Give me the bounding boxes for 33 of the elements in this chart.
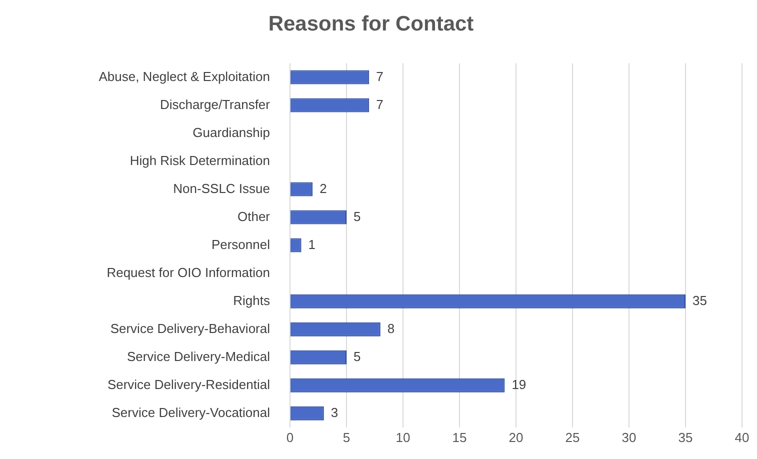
data-label: 19 [512, 376, 526, 392]
x-tick-label: 15 [452, 430, 467, 445]
x-tick-label: 20 [508, 430, 524, 445]
data-label: 8 [387, 320, 395, 336]
y-tick-label: Rights [233, 292, 270, 308]
y-tick-label: Request for OIO Information [106, 264, 270, 280]
y-tick-label: High Risk Determination [130, 152, 270, 168]
x-tick-label: 40 [734, 430, 750, 445]
data-label: 2 [320, 180, 327, 196]
data-label: 7 [376, 96, 384, 112]
y-tick-label: Personnel [211, 236, 270, 252]
data-label: 5 [354, 348, 361, 364]
x-tick-label: 5 [342, 430, 350, 445]
y-tick-label: Abuse, Neglect & Exploitation [98, 68, 270, 84]
data-label: 1 [308, 236, 316, 252]
x-tick-label: 30 [622, 430, 636, 445]
y-tick-label: Service Delivery-Residential [107, 376, 270, 392]
chart-title: Reasons for Contact [268, 12, 474, 36]
y-tick-label: Other [237, 208, 271, 224]
data-label: 5 [354, 208, 361, 224]
x-tick-label: 10 [396, 430, 410, 445]
x-tick-label: 35 [678, 430, 693, 445]
y-tick-label: Guardianship [192, 124, 270, 140]
y-tick-label: Discharge/Transfer [160, 96, 271, 112]
y-tick-label: Non-SSLC Issue [173, 180, 270, 196]
y-tick-label: Service Delivery-Behavioral [110, 320, 270, 336]
y-tick-label: Service Delivery-Medical [126, 348, 270, 364]
x-tick-label: 0 [286, 430, 294, 445]
data-label: 3 [330, 404, 338, 420]
y-tick-label: Service Delivery-Vocational [112, 404, 270, 420]
data-label: 7 [376, 68, 384, 84]
x-tick-label: 25 [565, 430, 580, 445]
data-label: 35 [692, 292, 707, 308]
